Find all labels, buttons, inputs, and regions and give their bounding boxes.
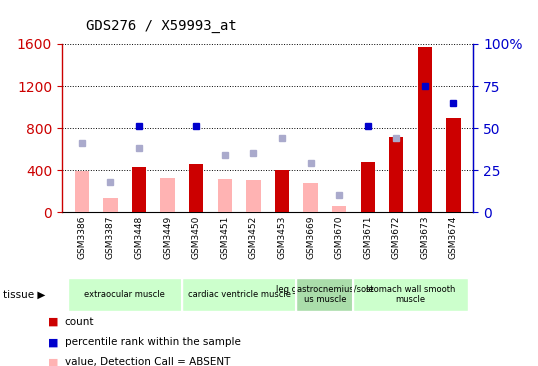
Bar [360,162,375,212]
Text: leg gastrocnemius/sole
us muscle: leg gastrocnemius/sole us muscle [276,285,374,305]
Bar [417,47,432,212]
Bar [103,198,118,212]
Bar [275,170,289,212]
Text: GSM3674: GSM3674 [449,216,458,259]
Bar [189,164,203,212]
Bar [332,206,346,212]
Text: GSM3669: GSM3669 [306,216,315,259]
Text: ■: ■ [48,337,59,347]
Bar [218,179,232,212]
Bar [75,171,89,212]
Text: GSM3386: GSM3386 [77,216,87,259]
Text: count: count [65,317,94,327]
Bar [296,278,353,311]
Text: extraocular muscle: extraocular muscle [84,290,165,299]
Bar [160,178,175,212]
Text: GSM3450: GSM3450 [192,216,201,259]
Bar [132,167,146,212]
Text: value, Detection Call = ABSENT: value, Detection Call = ABSENT [65,357,230,366]
Text: GSM3451: GSM3451 [220,216,229,259]
Text: GSM3670: GSM3670 [335,216,344,259]
Bar [447,117,461,212]
Bar [353,278,468,311]
Text: tissue ▶: tissue ▶ [3,290,45,300]
Text: GSM3448: GSM3448 [134,216,144,259]
Text: cardiac ventricle muscle: cardiac ventricle muscle [188,290,291,299]
Text: GSM3672: GSM3672 [392,216,401,259]
Text: GSM3452: GSM3452 [249,216,258,259]
Text: ■: ■ [48,317,59,327]
Text: GSM3449: GSM3449 [163,216,172,259]
Bar [303,183,317,212]
Text: GSM3453: GSM3453 [278,216,286,259]
Text: ■: ■ [48,357,59,366]
Text: GDS276 / X59993_at: GDS276 / X59993_at [86,19,237,33]
Bar [389,137,404,212]
Text: GSM3387: GSM3387 [106,216,115,259]
Text: GSM3671: GSM3671 [363,216,372,259]
Text: stomach wall smooth
muscle: stomach wall smooth muscle [366,285,455,305]
Bar [68,278,182,311]
Text: percentile rank within the sample: percentile rank within the sample [65,337,240,347]
Text: GSM3673: GSM3673 [420,216,429,259]
Bar [182,278,296,311]
Bar [246,180,260,212]
